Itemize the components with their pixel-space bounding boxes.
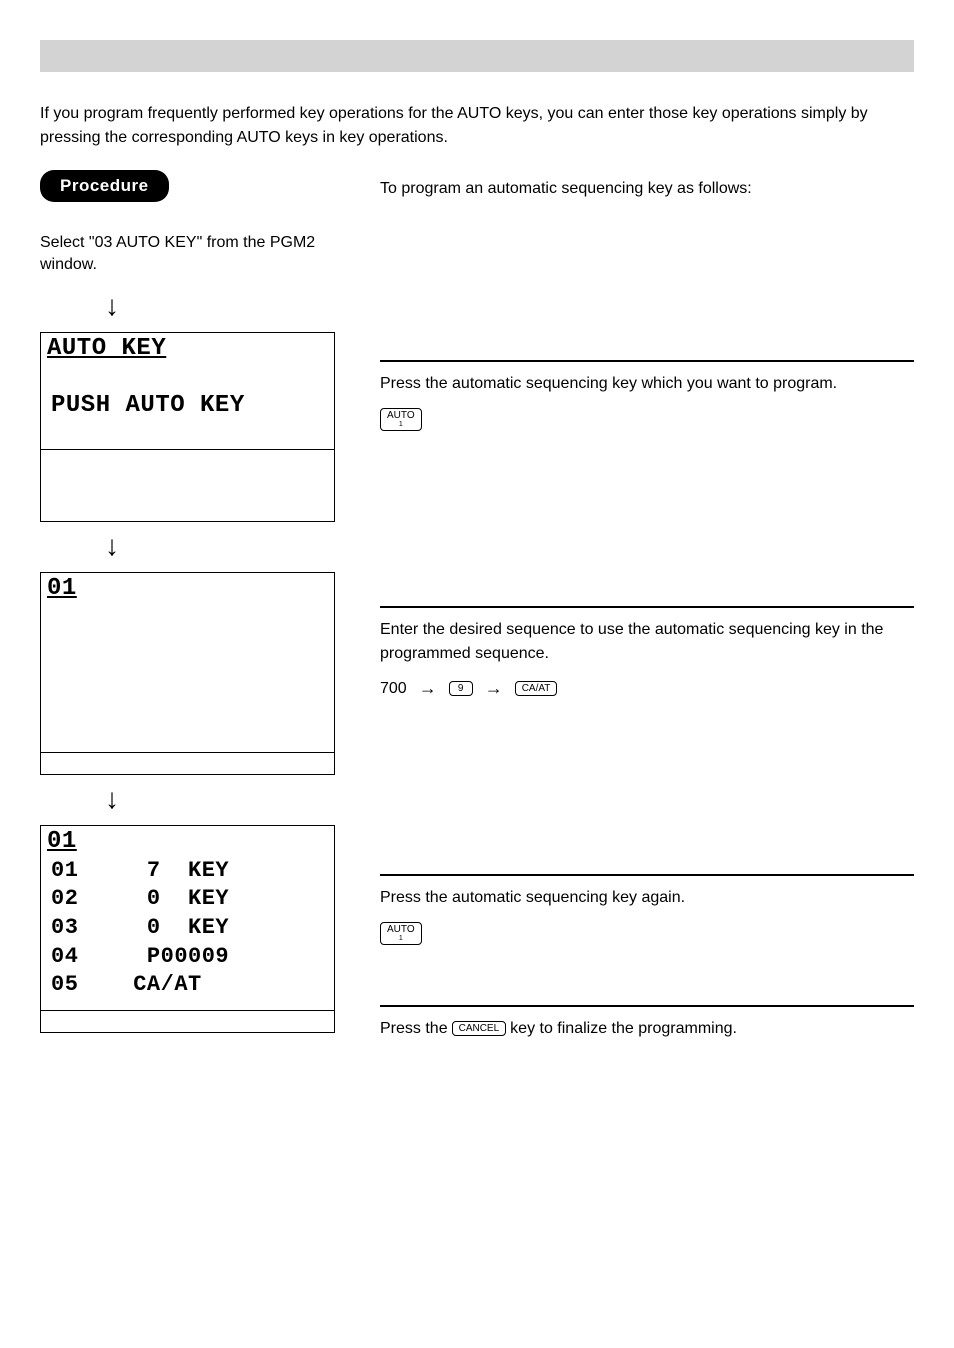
table-row: 01 7 KEY <box>51 858 229 883</box>
right-step1: Press the automatic sequencing key which… <box>380 360 914 431</box>
arrow-down-icon: ↓ <box>105 292 350 320</box>
screen3-rows: 01 7 KEY 02 0 KEY 03 0 KEY 04 P00009 05 … <box>41 855 334 1010</box>
right-step4-text: Press the CANCEL key to finalize the pro… <box>380 1017 737 1041</box>
screen-01-empty: 01 <box>40 572 335 775</box>
step4-suffix: key to finalize the programming. <box>510 1017 737 1041</box>
screen-auto-key: AUTO KEY PUSH AUTO KEY <box>40 332 335 522</box>
screen3-footer <box>41 1010 334 1032</box>
main-layout: Procedure Select "03 AUTO KEY" from the … <box>40 170 914 1093</box>
caat-key-icon: CA/AT <box>515 681 558 696</box>
right-step1-text: Press the automatic sequencing key which… <box>380 372 914 396</box>
right-step3-text: Press the automatic sequencing key again… <box>380 886 914 910</box>
cancel-key-icon: CANCEL <box>452 1021 507 1036</box>
right-step2: Enter the desired sequence to use the au… <box>380 606 914 699</box>
auto-key-icon: AUTO <box>380 408 422 431</box>
table-row: 02 0 KEY <box>51 886 229 911</box>
table-row: 05 CA/AT <box>51 972 202 997</box>
divider <box>380 874 914 876</box>
table-row: 04 P00009 <box>51 944 229 969</box>
right-column: To program an automatic sequencing key a… <box>380 170 914 1093</box>
table-row: 03 0 KEY <box>51 915 229 940</box>
screen1-footer <box>41 449 334 471</box>
nine-key-icon: 9 <box>449 681 473 696</box>
right-step4: Press the CANCEL key to finalize the pro… <box>380 1005 914 1053</box>
auto-key-icon: AUTO <box>380 922 422 945</box>
divider <box>380 360 914 362</box>
divider <box>380 1005 914 1007</box>
screen-01-filled: 01 01 7 KEY 02 0 KEY 03 0 KEY 04 P00009 … <box>40 825 335 1033</box>
screen2-footer <box>41 752 334 774</box>
intro-text: If you program frequently performed key … <box>40 102 914 150</box>
screen2-title: 01 <box>41 573 334 602</box>
procedure-badge: Procedure <box>40 170 169 202</box>
arrow-down-icon: ↓ <box>105 532 350 560</box>
header-bar <box>40 40 914 72</box>
right-step2-text: Enter the desired sequence to use the au… <box>380 618 914 666</box>
screen3-title: 01 <box>41 826 334 855</box>
arrow-right-icon: → <box>485 678 503 699</box>
step4-prefix: Press the <box>380 1017 448 1041</box>
screen1-title: AUTO KEY <box>41 333 334 362</box>
left-column: Procedure Select "03 AUTO KEY" from the … <box>40 170 350 1093</box>
screen2-body <box>41 602 334 752</box>
example-intro: To program an automatic sequencing key a… <box>380 178 914 200</box>
screen1-body: PUSH AUTO KEY <box>41 362 334 449</box>
right-step3: Press the automatic sequencing key again… <box>380 874 914 945</box>
seq-start: 700 <box>380 680 407 698</box>
arrow-right-icon: → <box>419 678 437 699</box>
divider <box>380 606 914 608</box>
arrow-down-icon: ↓ <box>105 785 350 813</box>
step1-text: Select "03 AUTO KEY" from the PGM2 windo… <box>40 232 350 277</box>
sequence-line: 700 → 9 → CA/AT <box>380 678 914 699</box>
